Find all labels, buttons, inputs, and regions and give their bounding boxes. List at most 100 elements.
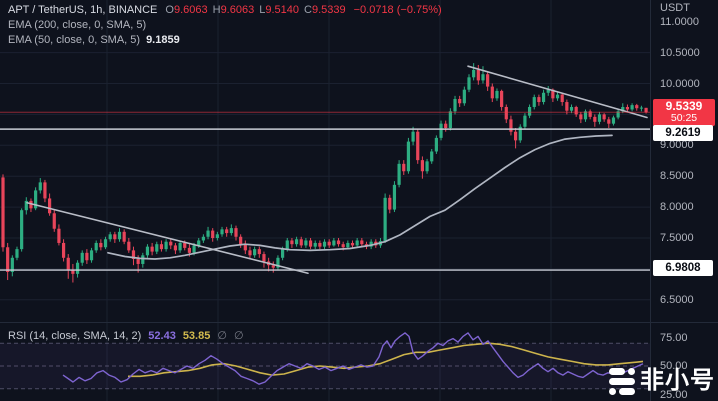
price-tick-10.0000: 10.0000 bbox=[660, 77, 700, 90]
candle-body bbox=[164, 241, 168, 250]
candle-body bbox=[276, 257, 280, 268]
candle-body bbox=[369, 241, 373, 247]
rsi-tick-25.00: 25.00 bbox=[660, 388, 688, 401]
candle-body bbox=[178, 242, 182, 251]
rsi-indicator-pane[interactable] bbox=[0, 323, 650, 401]
candle-body bbox=[71, 270, 75, 274]
candle-body bbox=[29, 200, 33, 209]
candle-body bbox=[24, 200, 28, 211]
candle-body bbox=[122, 231, 126, 242]
candle-body bbox=[257, 249, 261, 255]
candle-body bbox=[430, 151, 434, 162]
candle-body bbox=[346, 242, 350, 248]
close-value-group: C9.5339 bbox=[304, 4, 346, 16]
line-price-badge-6.9808[interactable]: 6.9808 bbox=[653, 260, 713, 276]
candle-body bbox=[504, 106, 508, 120]
ema200-legend[interactable]: EMA (200, close, 0, SMA, 5) bbox=[8, 18, 442, 33]
candle-body bbox=[150, 246, 154, 252]
ema50-line[interactable] bbox=[107, 134, 613, 260]
candle-body bbox=[318, 242, 322, 247]
candle-body bbox=[294, 239, 299, 245]
candle-body bbox=[234, 228, 238, 237]
candle-body bbox=[635, 105, 639, 109]
rsi-label: RSI (14, close, SMA, 14, 2) bbox=[8, 330, 142, 342]
candle-body bbox=[555, 94, 560, 99]
rsi-tick-50.00: 50.00 bbox=[660, 360, 688, 372]
candle-body bbox=[52, 213, 56, 229]
rsi-ma-line[interactable] bbox=[128, 342, 644, 378]
candle-body bbox=[453, 98, 457, 112]
feixiaohao-logo-icon bbox=[609, 367, 635, 395]
symbol-title[interactable]: APT / TetherUS, 1h, BINANCE bbox=[8, 4, 158, 16]
price-tick-9.0000: 9.0000 bbox=[660, 139, 694, 152]
candle-body bbox=[467, 77, 471, 90]
candle-body bbox=[225, 229, 229, 234]
ema200-label: EMA (200, close, 0, SMA, 5) bbox=[8, 19, 147, 31]
price-axis[interactable]: USDT 11.0000 10.5000 10.0000 9.0000 8.5000 8.0… bbox=[650, 0, 718, 401]
candle-body bbox=[327, 241, 331, 246]
price-grid bbox=[0, 0, 650, 323]
feixiaohao-watermark: 非小号 bbox=[609, 366, 715, 396]
last-price-badge[interactable]: 9.5339 50:25 bbox=[653, 99, 715, 127]
watermark-text: 非小号 bbox=[640, 367, 715, 394]
rsi-legend[interactable]: RSI (14, close, SMA, 14, 2) 52.43 53.85 ∅ ∅ bbox=[8, 329, 244, 343]
candle-body bbox=[159, 244, 164, 250]
candle-body bbox=[397, 163, 401, 185]
candle-body bbox=[495, 90, 499, 99]
candle-body bbox=[103, 239, 108, 248]
price-tick-7.5000: 7.5000 bbox=[660, 232, 694, 244]
candle-body bbox=[569, 106, 574, 111]
low-label: L bbox=[259, 4, 266, 16]
candle-body bbox=[616, 111, 620, 118]
close-label: C bbox=[304, 4, 312, 16]
descending-trendline-left[interactable] bbox=[26, 201, 309, 275]
candle-body bbox=[514, 131, 518, 141]
open-value-group: O9.6063 bbox=[165, 4, 207, 16]
candle-body bbox=[630, 105, 634, 110]
low-value-group: L9.5140 bbox=[259, 4, 299, 16]
candle-body bbox=[75, 262, 80, 274]
pane-divider[interactable] bbox=[0, 322, 718, 323]
ema50-label: EMA (50, close, 0, SMA, 5) bbox=[8, 34, 141, 46]
candle-body bbox=[57, 228, 61, 243]
candle-body bbox=[420, 160, 424, 172]
candle-body bbox=[299, 239, 303, 246]
price-tick-10.5000: 10.5000 bbox=[660, 46, 700, 59]
price-tick-6.5000: 6.5000 bbox=[660, 293, 694, 306]
candle-body bbox=[462, 89, 466, 104]
candle-body bbox=[192, 245, 196, 253]
candle-body bbox=[621, 106, 625, 112]
ema50-legend[interactable]: EMA (50, close, 0, SMA, 5) 9.1859 bbox=[8, 33, 442, 48]
candle-body bbox=[509, 119, 513, 132]
price-chart-pane[interactable] bbox=[0, 0, 650, 323]
rsi-line[interactable] bbox=[62, 332, 644, 385]
candle-body bbox=[439, 123, 443, 138]
main-legend: APT / TetherUS, 1h, BINANCE O9.6063 H9.606… bbox=[8, 3, 442, 48]
candle-body bbox=[131, 250, 136, 260]
high-value: 9.6063 bbox=[220, 4, 255, 16]
candle-body bbox=[243, 244, 247, 251]
candle-body bbox=[402, 163, 406, 172]
candle-body bbox=[602, 114, 606, 120]
candle-body bbox=[220, 229, 224, 235]
candle-body bbox=[117, 231, 122, 240]
candle-body bbox=[579, 114, 583, 120]
descending-trendline-right[interactable] bbox=[467, 65, 648, 119]
candle-body bbox=[481, 74, 485, 81]
candle-body bbox=[99, 242, 103, 248]
line-price-badge-9.2619[interactable]: 9.2619 bbox=[653, 125, 713, 141]
candle-body bbox=[304, 240, 308, 246]
candle-body bbox=[448, 111, 452, 128]
candle-body bbox=[583, 111, 588, 120]
candle-body bbox=[215, 234, 219, 238]
candle-body bbox=[108, 234, 112, 240]
high-value-group: H9.6063 bbox=[213, 4, 255, 16]
bar-countdown: 50:25 bbox=[670, 112, 698, 125]
candle-body bbox=[15, 249, 19, 258]
candle-body bbox=[20, 210, 24, 250]
candle-body bbox=[644, 107, 648, 113]
close-value: 9.5339 bbox=[311, 4, 346, 16]
rsi-ma-value: 53.85 bbox=[182, 330, 211, 342]
ema50-value: 9.1859 bbox=[146, 34, 180, 46]
candle-body bbox=[271, 265, 275, 268]
